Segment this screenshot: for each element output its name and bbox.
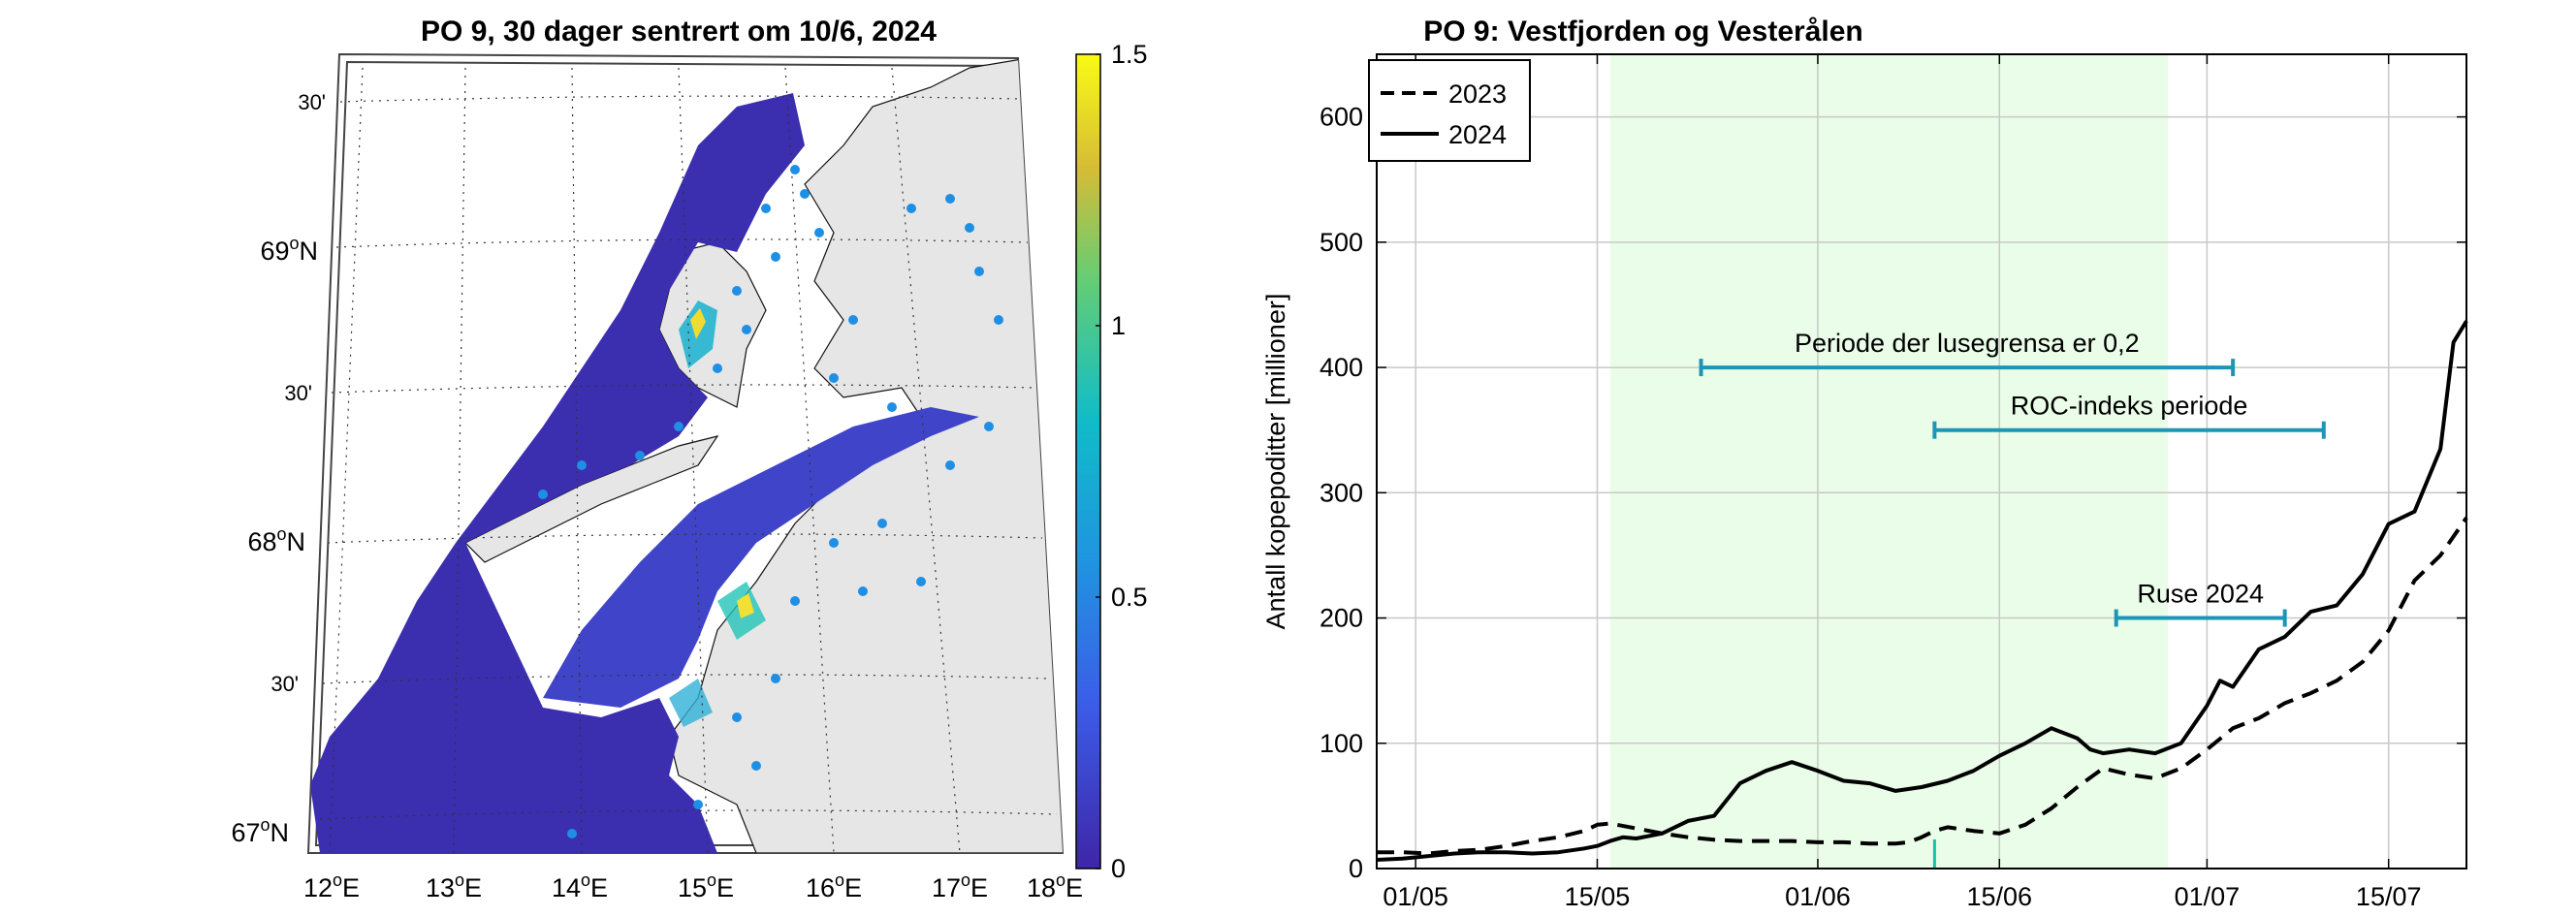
farm-sites <box>538 141 1033 838</box>
lat-labels: 67oN 30' 68oN 30' 69oN 30' <box>231 90 326 847</box>
shaded-period <box>1609 54 2169 869</box>
colorbar: 0 0.5 1 1.5 <box>1075 40 1148 883</box>
legend-2023: 2023 <box>1448 79 1507 109</box>
land-lofoten <box>463 435 719 563</box>
svg-text:68oN: 68oN <box>247 524 305 556</box>
lon-label-18: 18oE <box>1027 870 1083 902</box>
graticule <box>319 67 1058 853</box>
y-tick-label-600: 600 <box>1320 103 1363 132</box>
lon-label-16: 16oE <box>806 870 862 902</box>
svg-text:67oN: 67oN <box>231 815 289 847</box>
y-tick-label-200: 200 <box>1320 604 1363 633</box>
lon-label-12: 12oE <box>303 870 360 902</box>
x-tick-label-15/07: 15/07 <box>2356 882 2422 911</box>
svg-text:30': 30' <box>298 90 326 114</box>
interval-label-0: Periode der lusegrensa er 0,2 <box>1795 329 2140 358</box>
lon-label-13: 13oE <box>426 870 482 902</box>
axes: 0 100 200 300 400 500 600 01/05 15/05 01/06 15/06 0… <box>1320 54 2466 911</box>
map-title: PO 9, 30 dager sentrert om 10/6, 2024 <box>421 16 937 47</box>
svg-text:30': 30' <box>270 672 299 696</box>
colorbar-label-0: 0 <box>1111 854 1126 883</box>
line-panel: PO 9: Vestfjorden og Vesterålen Periode … <box>1261 16 2468 911</box>
map-panel: PO 9, 30 dager sentrert om 10/6, 2024 <box>231 16 1147 902</box>
y-tick-label-300: 300 <box>1320 478 1363 507</box>
plot-frame <box>1376 53 2467 870</box>
lon-labels: 12oE 13oE 14oE 15oE 16oE 17oE 18oE <box>303 870 1083 902</box>
colorbar-label-1: 1 <box>1111 311 1126 340</box>
water-hotspot-2 <box>690 308 706 339</box>
interval-label-2: Ruse 2024 <box>2137 580 2264 609</box>
x-tick-label-15/05: 15/05 <box>1565 882 1631 911</box>
legend-2024: 2024 <box>1448 120 1507 149</box>
x-tick-label-01/06: 01/06 <box>1785 882 1851 911</box>
y-tick-label-500: 500 <box>1320 228 1363 257</box>
water-offshore <box>310 93 805 853</box>
svg-text:69oN: 69oN <box>260 234 318 266</box>
series-2024 <box>1376 320 2468 862</box>
y-axis-label: Antall kopepoditter [millioner] <box>1261 294 1290 630</box>
line-chart-title: PO 9: Vestfjorden og Vesterålen <box>1423 16 1863 47</box>
lon-label-15: 15oE <box>678 870 734 902</box>
series-2023 <box>1377 517 2468 856</box>
series <box>1376 320 2468 862</box>
water-vestfjorden <box>543 407 979 708</box>
water-hotspot-5 <box>669 679 713 727</box>
legend: 2023 2024 <box>1368 59 1531 162</box>
x-tick-label-01/07: 01/07 <box>2175 882 2241 911</box>
x-tick-label-15/06: 15/06 <box>1966 882 2032 911</box>
lon-label-14: 14oE <box>552 870 608 902</box>
lon-label-17: 17oE <box>932 870 988 902</box>
svg-text:30': 30' <box>284 381 312 405</box>
map-content <box>310 57 1063 853</box>
y-tick-label-0: 0 <box>1349 854 1363 883</box>
interval-label-1: ROC-indeks periode <box>2011 392 2248 421</box>
y-tick-label-100: 100 <box>1320 729 1363 758</box>
colorbar-label-0.5: 0.5 <box>1111 583 1148 612</box>
x-tick-label-01/05: 01/05 <box>1383 882 1448 911</box>
y-tick-label-400: 400 <box>1320 353 1363 382</box>
colorbar-label-1.5: 1.5 <box>1111 40 1148 69</box>
water-hotspot-4 <box>737 593 754 618</box>
intervals: Periode der lusegrensa er 0,2 ROC-indeks … <box>1699 329 2326 627</box>
